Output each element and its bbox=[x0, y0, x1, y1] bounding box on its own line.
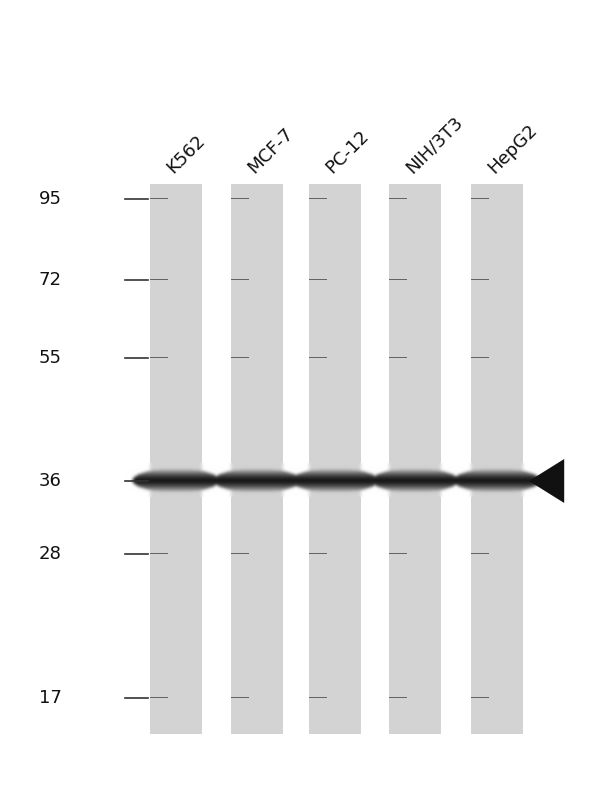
Text: 28: 28 bbox=[39, 545, 62, 563]
Polygon shape bbox=[529, 459, 564, 503]
Text: MCF-7: MCF-7 bbox=[244, 125, 297, 177]
Text: 55: 55 bbox=[39, 349, 62, 367]
Text: HepG2: HepG2 bbox=[484, 121, 540, 177]
Text: 36: 36 bbox=[39, 472, 62, 490]
Text: 95: 95 bbox=[39, 190, 62, 208]
Text: NIH/3T3: NIH/3T3 bbox=[402, 113, 466, 177]
Text: 72: 72 bbox=[39, 271, 62, 289]
Text: PC-12: PC-12 bbox=[323, 127, 372, 177]
Text: K562: K562 bbox=[163, 132, 209, 177]
Text: 17: 17 bbox=[39, 689, 62, 707]
